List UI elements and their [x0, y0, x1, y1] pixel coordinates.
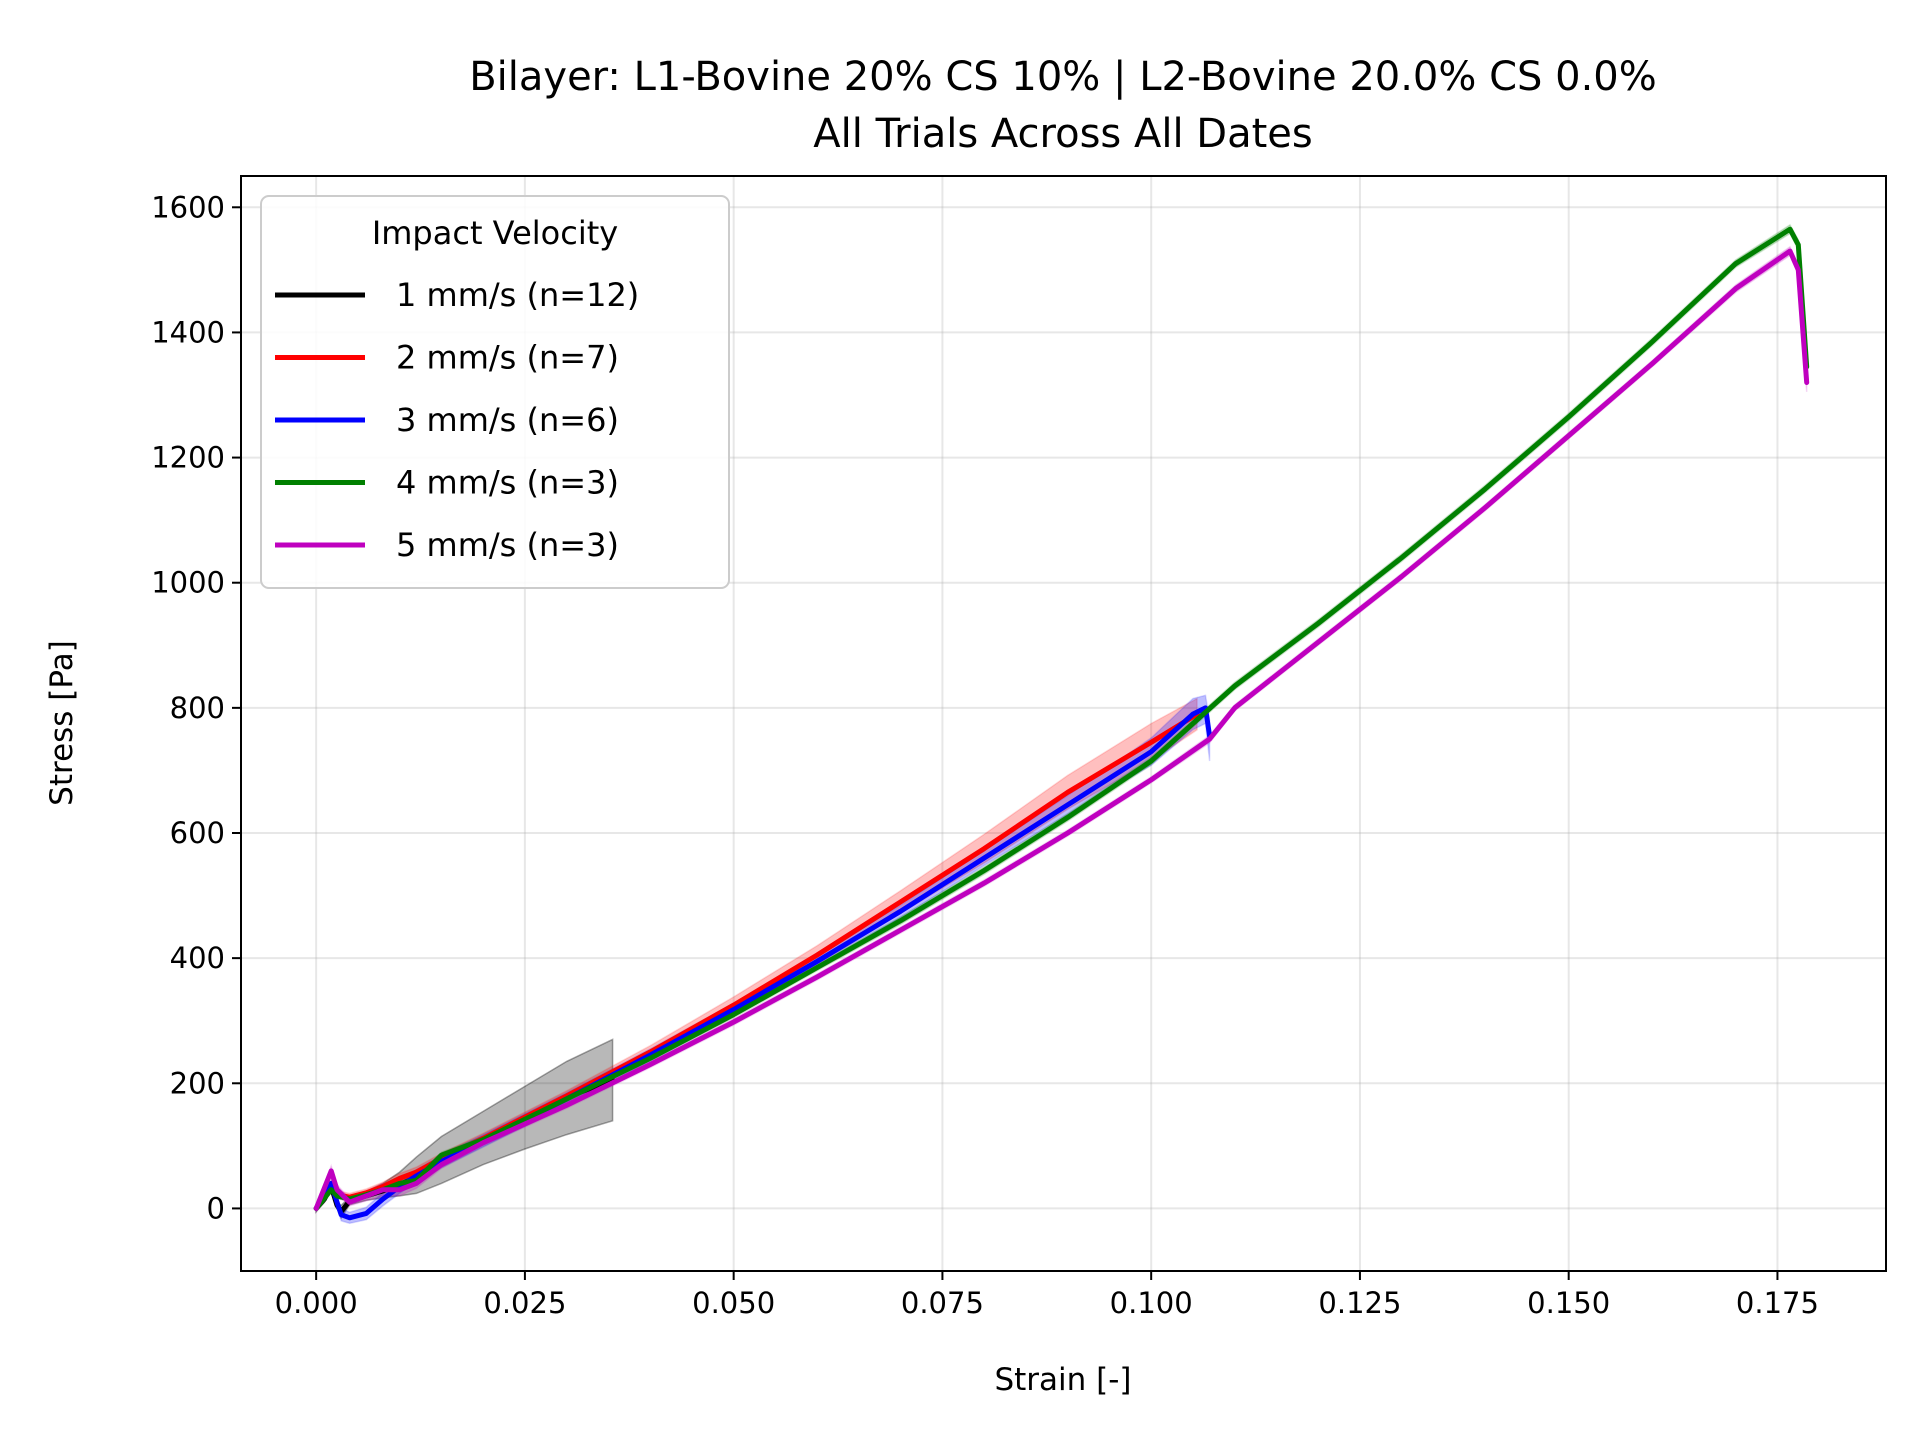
x-axis-ticks: 0.000 0.025 0.050 0.075 0.100 0.125 0.150 0.175 [275, 1271, 1819, 1320]
series-lines [313, 226, 1810, 1221]
y-tick-label: 400 [170, 941, 225, 975]
legend-box [260, 195, 730, 589]
legend-label-3-mm-s: 3 mm/s (n=6) [396, 401, 619, 439]
x-axis-label: Strain [-] [994, 1362, 1131, 1398]
chart-subtitle: All Trials Across All Dates [813, 111, 1312, 157]
x-tick-label: 0.075 [901, 1286, 984, 1320]
x-tick-label: 0.000 [275, 1286, 358, 1320]
chart-title: Bilayer: L1-Bovine 20% CS 10% | L2-Bovin… [469, 54, 1657, 100]
x-tick-label: 0.150 [1527, 1286, 1610, 1320]
legend-label-5-mm-s: 5 mm/s (n=3) [396, 526, 619, 564]
y-tick-label: 1400 [151, 315, 225, 349]
y-axis-label: Stress [Pa] [44, 640, 80, 806]
y-tick-label: 800 [170, 691, 225, 725]
x-tick-label: 0.125 [1318, 1286, 1401, 1320]
legend-title: Impact Velocity [372, 214, 618, 252]
x-tick-label: 0.100 [1110, 1286, 1193, 1320]
y-tick-label: 200 [170, 1066, 225, 1100]
y-tick-label: 1200 [151, 441, 225, 475]
y-tick-label: 1600 [151, 190, 225, 224]
grid-lines [241, 176, 1886, 1271]
y-axis-ticks: 0 200 400 600 800 1000 1200 1400 1600 [151, 190, 241, 1225]
legend-label-1-mm-s: 1 mm/s (n=12) [396, 276, 639, 314]
legend: Impact Velocity 1 mm/s (n=12) 2 mm/s (n=7… [260, 195, 730, 589]
plot-frame [240, 175, 1887, 1272]
legend-label-2-mm-s: 2 mm/s (n=7) [396, 339, 619, 377]
legend-items: 1 mm/s (n=12) 2 mm/s (n=7) 3 mm/s (n=6) 4 m… [275, 276, 639, 564]
x-tick-label: 0.025 [483, 1286, 566, 1320]
y-tick-label: 0 [207, 1191, 225, 1225]
y-tick-label: 1000 [151, 566, 225, 600]
x-tick-label: 0.050 [692, 1286, 775, 1320]
series-line-5-mm-s [313, 248, 1810, 1211]
x-tick-label: 0.175 [1736, 1286, 1819, 1320]
y-tick-label: 600 [170, 816, 225, 850]
legend-label-4-mm-s: 4 mm/s (n=3) [396, 464, 619, 502]
